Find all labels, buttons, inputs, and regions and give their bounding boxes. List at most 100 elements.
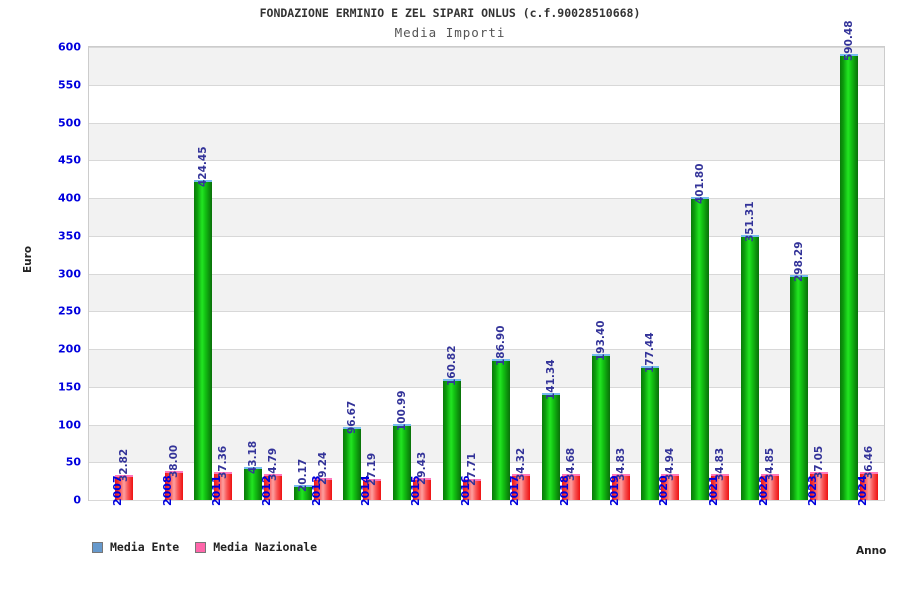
bar-value-label: 590.48 [843, 20, 856, 62]
bar-value-label: 160.82 [445, 345, 458, 386]
gridline [89, 349, 884, 350]
bar-media-ente[interactable] [243, 467, 262, 500]
bar-media-ente[interactable] [293, 484, 312, 500]
gridline [89, 47, 884, 48]
bar-media-ente[interactable] [591, 353, 610, 500]
bar-media-nazionale[interactable] [462, 479, 481, 500]
bar-value-label: 141.34 [545, 359, 558, 401]
gridline [89, 198, 884, 199]
bar-value-label: 424.45 [197, 146, 210, 187]
bar-value-label: 177.44 [644, 332, 657, 374]
chart-subtitle: Media Importi [394, 25, 506, 40]
x-axis-tick-label: 2016 [458, 475, 472, 506]
bar-media-nazionale[interactable] [512, 474, 531, 500]
y-axis-tick-label: 500 [58, 116, 81, 129]
y-axis-tick-label: 200 [58, 342, 81, 356]
y-axis-tick-label: 300 [58, 267, 81, 280]
gridline [89, 160, 884, 162]
y-axis-tick-label: 600 [58, 40, 81, 54]
bar-value-label: 43.18 [246, 441, 259, 475]
x-axis-tick-label: 2011 [210, 475, 224, 506]
gridline [89, 424, 884, 426]
gridline [89, 84, 884, 86]
bar-media-nazionale[interactable] [611, 473, 630, 500]
y-axis-tick-label: 100 [58, 418, 81, 431]
bar-media-nazionale[interactable] [313, 477, 332, 500]
bar-media-nazionale[interactable] [760, 473, 779, 500]
legend-swatch-icon [92, 541, 103, 553]
legend-item[interactable]: Media Nazionale [195, 540, 317, 554]
bar-media-ente[interactable] [691, 196, 710, 500]
bar-media-ente[interactable] [392, 423, 411, 500]
bar-value-label: 37.36 [217, 445, 230, 479]
chart-legend: Media Ente Media Nazionale [92, 540, 317, 554]
legend-label: Media Nazionale [213, 540, 318, 554]
gridline [89, 273, 884, 275]
bar-media-nazionale[interactable] [810, 472, 829, 500]
bar-value-label: 96.67 [346, 400, 359, 434]
y-axis-tick-label: 50 [65, 455, 81, 469]
bar-value-label: 298.29 [793, 241, 806, 282]
bar-media-ente[interactable] [790, 274, 809, 500]
background-band [89, 122, 884, 161]
x-axis-tick-label: 2018 [558, 475, 572, 506]
x-axis-tick-label: 2008 [160, 475, 174, 506]
x-axis-tick-label: 2021 [707, 475, 721, 506]
bar-media-ente[interactable] [840, 54, 859, 500]
bar-media-nazionale[interactable] [860, 472, 879, 500]
bar-value-label: 38.00 [167, 445, 180, 479]
bar-media-nazionale[interactable] [711, 473, 730, 500]
bar-media-ente[interactable] [194, 179, 213, 500]
bar-value-label: 193.40 [594, 320, 607, 361]
bar-media-nazionale[interactable] [412, 477, 431, 500]
bar-media-nazionale[interactable] [114, 475, 133, 500]
bar-media-ente[interactable] [343, 427, 362, 500]
bar-value-label: 351.31 [743, 201, 756, 242]
y-axis-tick-label: 450 [58, 153, 81, 167]
background-band [89, 198, 884, 236]
x-axis-tick-label: 2014 [359, 475, 373, 506]
bar-value-label: 37.05 [813, 445, 826, 480]
x-axis-tick-label: 2020 [657, 475, 671, 506]
x-axis-tick-label: 2007 [110, 475, 124, 506]
bar-media-nazionale[interactable] [164, 471, 183, 500]
bar-media-ente[interactable] [740, 234, 759, 500]
x-axis-tick-label: 2015 [408, 475, 422, 506]
legend-swatch-icon [195, 541, 207, 553]
gridline [89, 500, 884, 501]
bar-media-ente[interactable] [492, 358, 511, 500]
x-axis-tick-label: 2022 [756, 475, 770, 506]
bar-media-ente[interactable] [542, 393, 561, 500]
bar-media-ente[interactable] [442, 378, 461, 500]
bar-value-label: 100.99 [395, 390, 408, 431]
legend-item[interactable]: Media Ente [92, 540, 179, 554]
bar-media-nazionale[interactable] [562, 473, 581, 500]
bar-media-nazionale[interactable] [661, 473, 680, 500]
gridline [89, 235, 884, 237]
background-band [89, 47, 884, 85]
y-axis-tick-label: 150 [58, 380, 81, 394]
bar-value-label: 186.90 [495, 325, 508, 366]
x-axis-tick-label: 2023 [806, 475, 820, 506]
bar-media-nazionale[interactable] [263, 473, 282, 500]
gridline [89, 462, 884, 464]
y-axis-tick-label: 400 [58, 191, 81, 205]
bar-media-ente[interactable] [641, 366, 660, 500]
chart-title: FONDAZIONE ERMINIO E ZEL SIPARI ONLUS (c… [259, 6, 641, 20]
bar-media-nazionale[interactable] [363, 479, 382, 500]
y-axis-tick-label: 550 [58, 78, 81, 92]
gridline [89, 122, 884, 124]
x-axis-tick-label: 2019 [607, 475, 621, 506]
legend-label: Media Ente [110, 540, 180, 554]
y-axis-tick-label: 0 [73, 493, 81, 507]
x-axis-label: Anno [856, 545, 887, 557]
bar-value-label: 401.80 [694, 163, 707, 204]
x-axis-tick-label: 2024 [856, 475, 870, 506]
x-axis-tick-label: 2012 [259, 475, 273, 506]
bar-media-nazionale[interactable] [214, 471, 233, 500]
x-axis-tick-label: 2017 [508, 475, 522, 506]
plot-area: 0 50 100 150 200 250 300 350 400 450 500 550 600 32.… [58, 21, 885, 507]
gridline [89, 311, 884, 313]
x-axis-tick-label: 2013 [309, 475, 323, 506]
